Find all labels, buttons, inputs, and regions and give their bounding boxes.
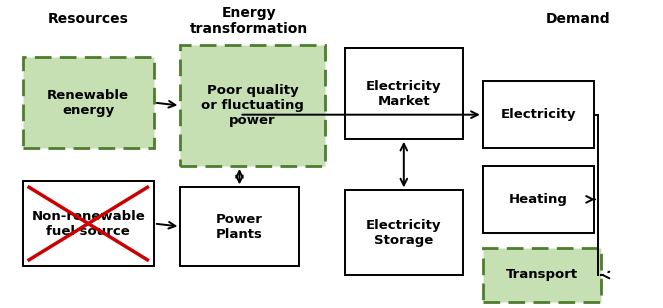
Text: Electricity
Market: Electricity Market xyxy=(366,79,442,107)
Text: Demand: Demand xyxy=(546,12,611,26)
Text: Transport: Transport xyxy=(506,269,578,282)
FancyBboxPatch shape xyxy=(345,48,463,139)
FancyBboxPatch shape xyxy=(483,166,595,233)
Text: Energy
transformation: Energy transformation xyxy=(190,6,308,36)
Text: Heating: Heating xyxy=(509,193,568,206)
Text: Renewable
energy: Renewable energy xyxy=(47,89,129,117)
FancyBboxPatch shape xyxy=(180,187,298,266)
FancyBboxPatch shape xyxy=(23,57,154,148)
Text: Resources: Resources xyxy=(48,12,129,26)
FancyBboxPatch shape xyxy=(483,248,601,302)
FancyBboxPatch shape xyxy=(180,45,325,166)
Text: Poor quality
or fluctuating
power: Poor quality or fluctuating power xyxy=(201,84,304,127)
FancyBboxPatch shape xyxy=(23,181,154,266)
Text: Electricity
Storage: Electricity Storage xyxy=(366,219,442,247)
FancyBboxPatch shape xyxy=(345,190,463,275)
Text: Electricity: Electricity xyxy=(501,108,576,121)
Text: Non-renewable
fuel source: Non-renewable fuel source xyxy=(31,209,145,237)
Text: Power
Plants: Power Plants xyxy=(216,213,263,241)
FancyBboxPatch shape xyxy=(483,81,595,148)
